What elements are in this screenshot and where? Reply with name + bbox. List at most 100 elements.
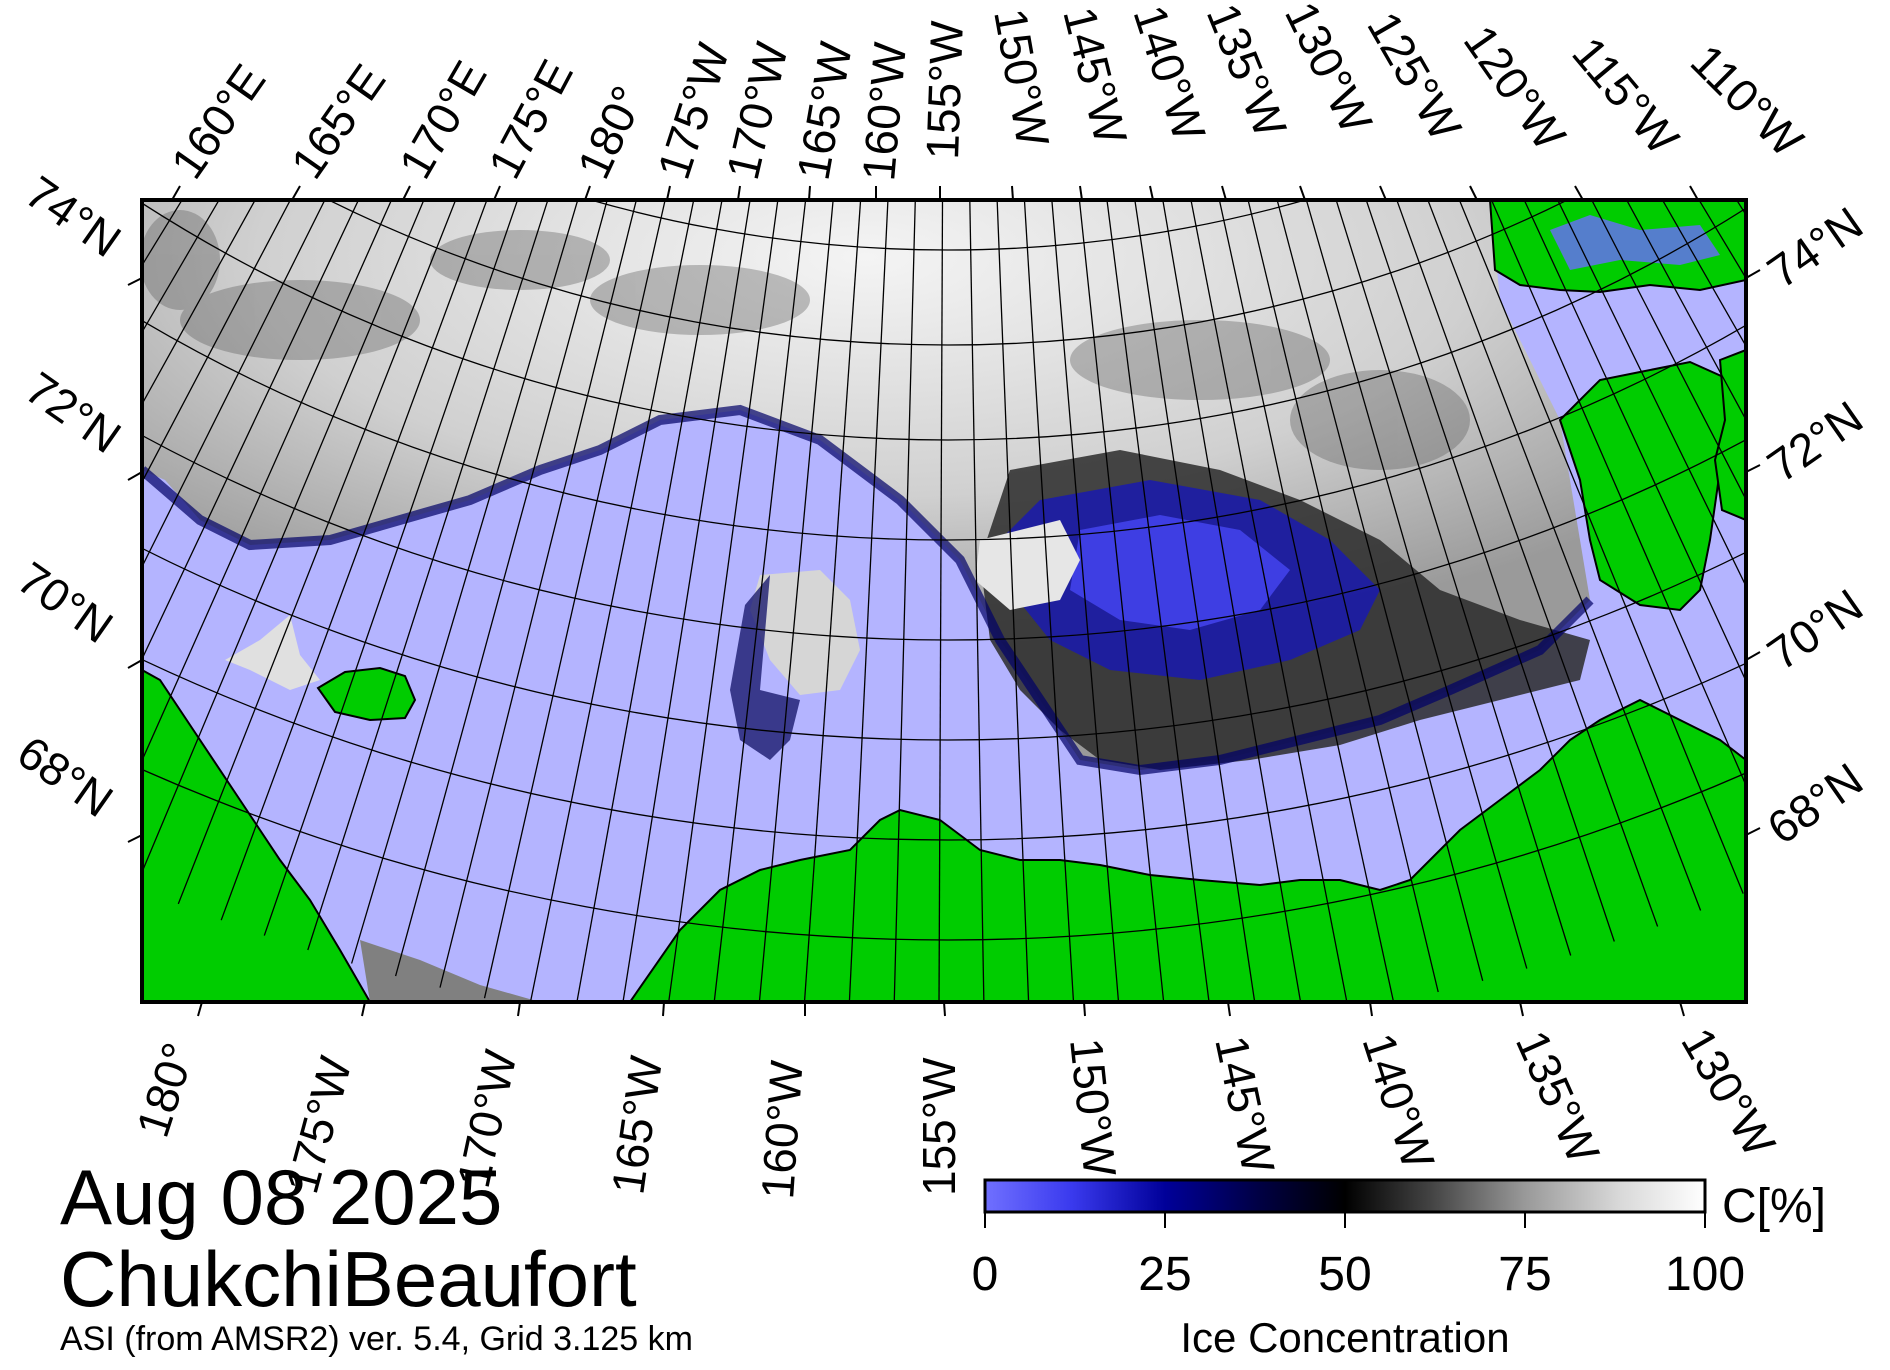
meridian-line <box>713 200 807 1002</box>
meridian-line <box>439 200 638 988</box>
meridian-line <box>893 200 916 1002</box>
top-lon-label-150w: 150°W <box>984 5 1059 151</box>
meridian-line <box>1396 200 1659 927</box>
bottom-lon-label-155w: 155°W <box>913 1057 965 1196</box>
left-lat-label-68n: 68°N <box>8 726 122 828</box>
top-lon-label-125w: 125°W <box>1357 3 1472 150</box>
colorbar-tick-0: 0 <box>972 1248 999 1301</box>
bottom-lon-label-135w: 135°W <box>1506 1023 1610 1171</box>
left-lat-label-74n: 74°N <box>16 166 130 268</box>
meridian-line <box>394 200 608 977</box>
land-victoria-island <box>1713 348 1746 522</box>
top-lon-label-110w: 110°W <box>1681 34 1814 167</box>
meridian-line <box>1023 200 1075 1002</box>
bottom-lon-label-145w: 145°W <box>1205 1031 1285 1178</box>
meridian-line <box>1134 200 1256 1002</box>
meridian-line <box>803 200 862 1002</box>
left-axis: 74°N 72°N 70°N 68°N <box>8 166 143 843</box>
meridian-line <box>263 200 519 936</box>
top-lon-label-160e: 160°E <box>161 55 276 188</box>
meridian-line <box>142 200 425 874</box>
top-lon-label-160w: 160°W <box>852 40 916 183</box>
date-title: Aug 08 2025 <box>60 1153 503 1241</box>
map-content <box>142 200 1746 1002</box>
colorbar-tick-25: 25 <box>1138 1248 1191 1301</box>
top-ticks <box>171 185 1699 201</box>
parallel-74n <box>589 200 1307 251</box>
ice-floe-wrangel <box>225 615 320 690</box>
meridians <box>142 200 1746 1002</box>
meridian-line <box>350 200 579 964</box>
parallel-68n <box>142 658 1746 841</box>
colorbar-gradient <box>983 1178 1707 1214</box>
top-lon-label-155w: 155°W <box>916 19 973 160</box>
right-lat-label-68n: 68°N <box>1758 753 1872 855</box>
meridian-line <box>1078 200 1165 1002</box>
land-banks-island <box>1558 360 1742 612</box>
top-lon-label-180: 180° <box>567 78 654 186</box>
meridian-line <box>996 200 1030 1002</box>
meridian-line <box>758 200 834 1002</box>
meridian-line <box>969 200 985 1002</box>
meridian-line <box>1190 200 1348 1002</box>
colorbar: 0 25 50 75 100 C[%] Ice Concentration <box>972 1178 1826 1361</box>
top-axis: 160°E 165°E 170°E 175°E 180° 175°W 170°W… <box>161 0 1814 201</box>
meridian-line <box>1051 200 1120 1002</box>
bottom-lon-label-140w: 140°W <box>1352 1027 1444 1175</box>
colorbar-ticks <box>984 1212 1706 1228</box>
meridian-line <box>1305 200 1528 969</box>
ice-floe-center <box>975 520 1080 610</box>
meridian-line <box>220 200 488 921</box>
meridian-line <box>1490 200 1746 787</box>
meridian-line <box>483 200 666 999</box>
left-lat-label-70n: 70°N <box>8 552 122 654</box>
top-lon-label-120w: 120°W <box>1454 16 1576 160</box>
top-lon-label-165e: 165°E <box>281 55 396 188</box>
no-data-area <box>360 940 540 1002</box>
colorbar-title: Ice Concentration <box>1180 1314 1509 1361</box>
product-info: ASI (from AMSR2) ver. 5.4, Grid 3.125 km <box>60 1320 693 1358</box>
pack-ice-texture <box>142 210 1470 470</box>
meridian-line <box>848 200 889 1002</box>
right-lat-label-70n: 70°N <box>1758 579 1872 681</box>
bottom-lon-label-165w: 165°W <box>601 1052 672 1197</box>
ice-edge-line <box>142 404 1594 776</box>
meridian-line <box>1523 200 1746 683</box>
bottom-lon-label-160w: 160°W <box>751 1058 813 1200</box>
meridian-line <box>1162 200 1302 1002</box>
top-lon-label-165w: 165°W <box>787 38 862 184</box>
top-lon-label-175e: 175°E <box>478 51 583 187</box>
colorbar-unit: C[%] <box>1722 1180 1826 1233</box>
channel-water <box>1550 215 1720 270</box>
colorbar-tick-75: 75 <box>1498 1248 1551 1301</box>
top-lon-label-115w: 115°W <box>1562 27 1689 164</box>
meridian-line <box>142 200 393 762</box>
right-axis: 74°N 72°N 70°N 68°N <box>1745 197 1872 855</box>
meridian-line <box>622 200 751 1002</box>
meridian-line <box>142 200 360 661</box>
meridian-line <box>938 200 944 1002</box>
right-lat-label-74n: 74°N <box>1758 197 1872 299</box>
parallel-73n <box>327 200 1569 346</box>
graticule <box>142 200 1746 1002</box>
meridian-line <box>142 200 326 569</box>
top-lon-label-145w: 145°W <box>1053 2 1137 150</box>
meridian-line <box>1591 200 1746 501</box>
meridian-line <box>1427 200 1702 911</box>
meridian-line <box>307 200 549 951</box>
colorbar-tick-100: 100 <box>1665 1248 1745 1301</box>
meridian-line <box>1218 200 1395 1002</box>
bottom-lon-label-150w: 150°W <box>1060 1036 1126 1180</box>
parallel-71n <box>142 319 1746 541</box>
right-lat-label-72n: 72°N <box>1758 391 1872 493</box>
parallel-69n <box>142 547 1746 741</box>
meridian-line <box>1247 200 1439 993</box>
bottom-lon-label-180: 180° <box>126 1037 205 1144</box>
meridian-line <box>576 200 723 1002</box>
meridian-line <box>1458 200 1744 894</box>
meridian-line <box>1365 200 1615 942</box>
colorbar-tick-50: 50 <box>1318 1248 1371 1301</box>
meridian-line <box>1276 200 1484 981</box>
parallel-67n <box>142 768 1746 941</box>
